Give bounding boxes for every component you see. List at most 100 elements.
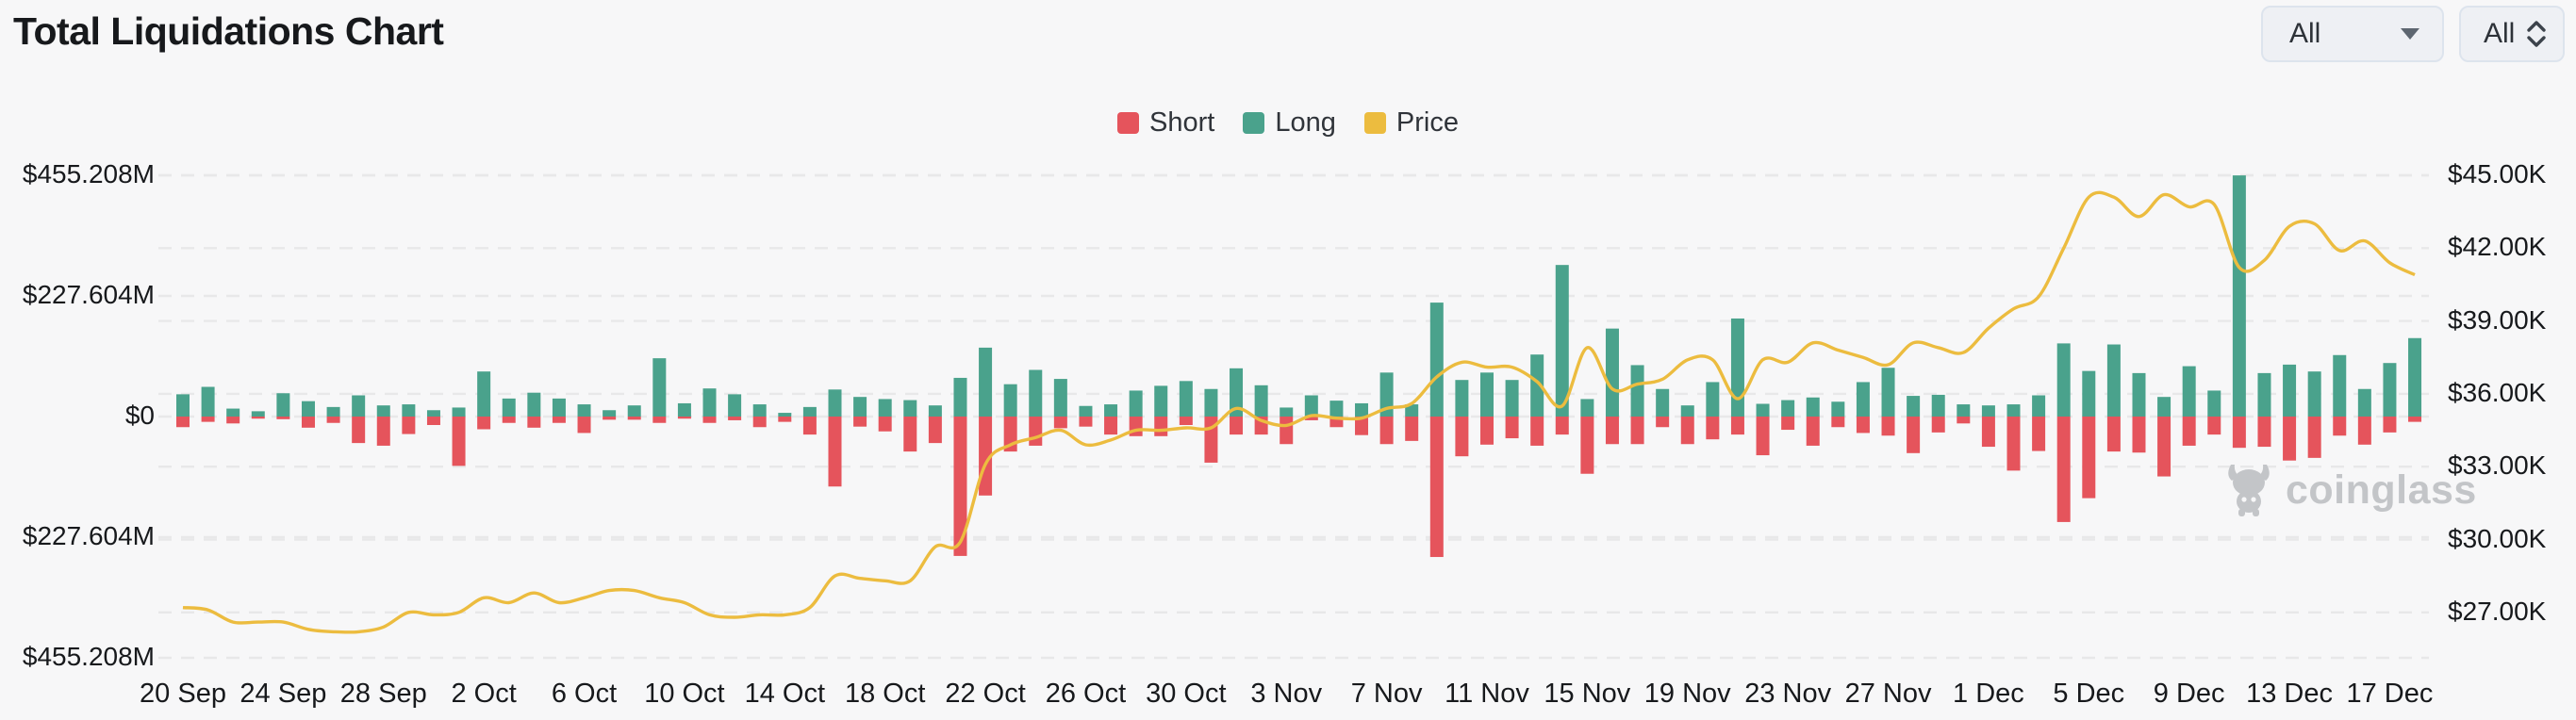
bar-short[interactable] — [176, 417, 190, 428]
bar-long[interactable] — [1429, 303, 1444, 417]
bar-short[interactable] — [276, 417, 290, 419]
bar-short[interactable] — [1856, 417, 1870, 434]
bar-short[interactable] — [1079, 417, 1093, 427]
bar-long[interactable] — [2082, 370, 2096, 417]
bar-long[interactable] — [853, 397, 867, 417]
bar-long[interactable] — [1881, 368, 1895, 417]
bar-short[interactable] — [352, 417, 366, 444]
bar-short[interactable] — [1656, 417, 1670, 428]
bar-long[interactable] — [828, 389, 842, 417]
bar-long[interactable] — [226, 408, 240, 417]
bar-short[interactable] — [1405, 417, 1419, 441]
bar-short[interactable] — [1831, 417, 1845, 428]
bar-short[interactable] — [1680, 417, 1694, 445]
bar-short[interactable] — [752, 417, 767, 428]
bar-long[interactable] — [426, 410, 440, 417]
bar-long[interactable] — [1756, 403, 1770, 417]
bar-long[interactable] — [2408, 337, 2422, 417]
bar-short[interactable] — [1355, 417, 1369, 435]
bar-long[interactable] — [2157, 397, 2171, 417]
bar-long[interactable] — [1129, 390, 1143, 417]
bar-short[interactable] — [1029, 417, 1043, 446]
bar-long[interactable] — [1856, 382, 1870, 417]
bar-short[interactable] — [903, 417, 917, 452]
bar-short[interactable] — [426, 417, 440, 425]
bar-long[interactable] — [1706, 382, 1720, 417]
bar-long[interactable] — [2232, 175, 2246, 417]
bar-short[interactable] — [2408, 417, 2422, 422]
bar-short[interactable] — [878, 417, 892, 432]
bar-long[interactable] — [728, 394, 742, 417]
bar-long[interactable] — [1630, 365, 1644, 417]
bar-long[interactable] — [326, 406, 340, 417]
bar-short[interactable] — [853, 417, 867, 427]
bar-long[interactable] — [2307, 371, 2321, 417]
bar-long[interactable] — [1104, 404, 1118, 417]
bar-short[interactable] — [828, 417, 842, 487]
bar-short[interactable] — [1053, 417, 1067, 429]
bar-long[interactable] — [2207, 390, 2221, 417]
bar-short[interactable] — [953, 417, 967, 556]
bar-long[interactable] — [2257, 372, 2271, 417]
bar-short[interactable] — [326, 417, 340, 423]
bar-long[interactable] — [577, 404, 591, 417]
bar-short[interactable] — [1580, 417, 1594, 474]
bar-short[interactable] — [702, 417, 717, 423]
bar-long[interactable] — [1280, 407, 1294, 417]
bar-long[interactable] — [953, 377, 967, 417]
bar-short[interactable] — [452, 417, 466, 466]
bar-long[interactable] — [652, 358, 667, 417]
bar-long[interactable] — [1781, 400, 1795, 417]
bar-short[interactable] — [201, 417, 215, 422]
bar-long[interactable] — [402, 404, 416, 417]
bar-long[interactable] — [979, 347, 993, 417]
bar-long[interactable] — [201, 386, 215, 417]
bar-short[interactable] — [2232, 417, 2246, 449]
bar-short[interactable] — [1756, 417, 1770, 456]
bar-long[interactable] — [603, 410, 617, 417]
bar-short[interactable] — [552, 417, 566, 423]
bar-long[interactable] — [752, 404, 767, 417]
bar-long[interactable] — [903, 400, 917, 417]
bar-long[interactable] — [1580, 399, 1594, 417]
bar-short[interactable] — [527, 417, 541, 428]
bar-long[interactable] — [2106, 344, 2121, 417]
bar-long[interactable] — [627, 405, 641, 417]
bar-short[interactable] — [928, 417, 942, 444]
bar-short[interactable] — [1605, 417, 1619, 445]
legend-item-short[interactable]: Short — [1117, 107, 1214, 139]
bar-short[interactable] — [778, 417, 792, 422]
bar-long[interactable] — [1053, 379, 1067, 417]
bar-long[interactable] — [802, 406, 817, 417]
bar-long[interactable] — [702, 388, 717, 417]
bar-long[interactable] — [1230, 368, 1244, 417]
bar-short[interactable] — [1957, 417, 1971, 424]
bar-long[interactable] — [1079, 405, 1093, 417]
bar-short[interactable] — [2082, 417, 2096, 499]
bar-long[interactable] — [1907, 396, 1921, 417]
bar-short[interactable] — [1781, 417, 1795, 431]
bar-short[interactable] — [2106, 417, 2121, 452]
bar-long[interactable] — [301, 401, 315, 417]
bar-long[interactable] — [176, 394, 190, 417]
bar-long[interactable] — [376, 405, 390, 417]
bar-long[interactable] — [2383, 363, 2397, 417]
bar-short[interactable] — [1429, 417, 1444, 558]
bar-long[interactable] — [276, 393, 290, 417]
bar-long[interactable] — [1455, 380, 1469, 417]
bar-long[interactable] — [778, 413, 792, 417]
bar-short[interactable] — [2132, 417, 2146, 453]
bar-long[interactable] — [1981, 405, 1995, 417]
bar-short[interactable] — [2056, 417, 2071, 522]
filter-dropdown-sort[interactable]: All — [2459, 6, 2565, 62]
bar-short[interactable] — [802, 417, 817, 435]
bar-long[interactable] — [878, 399, 892, 417]
bar-short[interactable] — [477, 417, 491, 430]
bar-short[interactable] — [1907, 417, 1921, 453]
bar-long[interactable] — [1254, 385, 1268, 417]
bar-short[interactable] — [226, 417, 240, 424]
bar-long[interactable] — [2132, 372, 2146, 417]
bar-short[interactable] — [1555, 417, 1569, 435]
bar-long[interactable] — [1204, 388, 1218, 417]
